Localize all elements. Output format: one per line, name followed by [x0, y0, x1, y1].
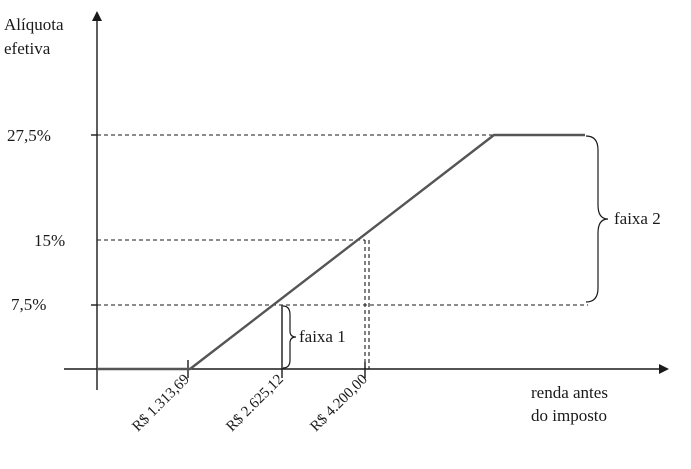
y-axis-label: Alíquota efetiva	[4, 15, 68, 58]
x-axis-label-line-2: do imposto	[531, 406, 607, 425]
faixa-1-brace	[282, 305, 297, 369]
x-tick-1313: R$ 1.313,69	[129, 372, 192, 435]
x-axis-label-line-1: renda antes	[531, 383, 608, 402]
y-tick-27-5: 27,5%	[7, 126, 51, 145]
y-axis-label-line-2: efetiva	[4, 39, 51, 58]
effective-rate-line	[97, 133, 585, 371]
faixa-2-brace	[585, 135, 609, 303]
x-tick-4200: R$ 4.200,00	[307, 372, 370, 435]
x-axis-label: renda antes do imposto	[531, 383, 612, 425]
x-tick-2625: R$ 2.625,12	[223, 372, 286, 435]
faixa-2-label: faixa 2	[614, 209, 661, 228]
y-tick-7-5: 7,5%	[11, 295, 46, 314]
y-tick-15: 15%	[34, 231, 65, 250]
y-axis-label-line-1: Alíquota	[4, 15, 64, 34]
faixa-1-label: faixa 1	[299, 327, 346, 346]
